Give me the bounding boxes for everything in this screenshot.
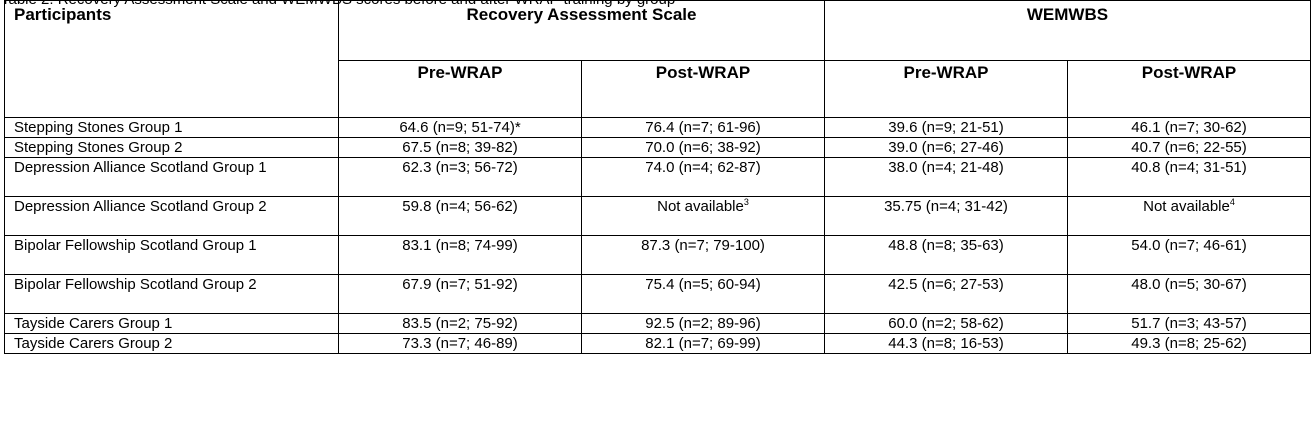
wemwbs-pre-cell: 60.0 (n=2; 58-62) — [824, 313, 1068, 334]
ras-post-cell: 82.1 (n=7; 69-99) — [581, 333, 825, 354]
header-row-groups: Participants Recovery Assessment Scale W… — [4, 0, 1311, 118]
wemwbs-post-cell: 49.3 (n=8; 25-62) — [1067, 333, 1311, 354]
ras-post-cell: 75.4 (n=5; 60-94) — [581, 274, 825, 314]
wemwbs-post-header: Post-WRAP — [1067, 60, 1311, 118]
wemwbs-post-cell: 48.0 (n=5; 30-67) — [1067, 274, 1311, 314]
wemwbs-pre-cell: 39.6 (n=9; 21-51) — [824, 117, 1068, 138]
wemwbs-pre-cell: 35.75 (n=4; 31-42) — [824, 196, 1068, 236]
ras-pre-cell: 67.5 (n=8; 39-82) — [338, 137, 582, 158]
wemwbs-pre-cell: 44.3 (n=8; 16-53) — [824, 333, 1068, 354]
ras-post-cell: Not available3 — [581, 196, 825, 236]
table-row: Bipolar Fellowship Scotland Group 2 67.9… — [4, 274, 1311, 314]
wemwbs-pre-cell: 39.0 (n=6; 27-46) — [824, 137, 1068, 158]
ras-pre-cell: 67.9 (n=7; 51-92) — [338, 274, 582, 314]
wemwbs-header: WEMWBS — [824, 0, 1311, 61]
ras-post-cell: 87.3 (n=7; 79-100) — [581, 235, 825, 275]
table-row: Depression Alliance Scotland Group 2 59.… — [4, 196, 1311, 236]
ras-pre-cell: 59.8 (n=4; 56-62) — [338, 196, 582, 236]
results-table: Participants Recovery Assessment Scale W… — [4, 0, 1311, 354]
footnote-marker: 3 — [743, 197, 749, 207]
not-available-text: Not available — [1143, 198, 1230, 215]
table-row: Stepping Stones Group 1 64.6 (n=9; 51-74… — [4, 117, 1311, 138]
wemwbs-post-cell: 40.7 (n=6; 22-55) — [1067, 137, 1311, 158]
header-row-timepoints: Pre-WRAP Post-WRAP Pre-WRAP Post-WRAP — [5, 60, 1311, 118]
participant-cell: Stepping Stones Group 1 — [4, 117, 339, 138]
ras-pre-cell: 83.5 (n=2; 75-92) — [338, 313, 582, 334]
wemwbs-post-cell: 51.7 (n=3; 43-57) — [1067, 313, 1311, 334]
ras-post-header: Post-WRAP — [581, 60, 825, 118]
participant-cell: Bipolar Fellowship Scotland Group 1 — [4, 235, 339, 275]
ras-pre-cell: 83.1 (n=8; 74-99) — [338, 235, 582, 275]
ras-post-cell: 70.0 (n=6; 38-92) — [581, 137, 825, 158]
table-row: Depression Alliance Scotland Group 1 62.… — [4, 157, 1311, 197]
ras-pre-cell: 64.6 (n=9; 51-74)* — [338, 117, 582, 138]
participant-cell: Depression Alliance Scotland Group 2 — [4, 196, 339, 236]
table-row: Tayside Carers Group 1 83.5 (n=2; 75-92)… — [4, 313, 1311, 334]
participant-cell: Tayside Carers Group 2 — [4, 333, 339, 354]
ras-post-cell: 74.0 (n=4; 62-87) — [581, 157, 825, 197]
ras-post-cell: 76.4 (n=7; 61-96) — [581, 117, 825, 138]
participant-cell: Bipolar Fellowship Scotland Group 2 — [4, 274, 339, 314]
participant-cell: Tayside Carers Group 1 — [4, 313, 339, 334]
table-row: Stepping Stones Group 2 67.5 (n=8; 39-82… — [4, 137, 1311, 158]
table-row: Tayside Carers Group 2 73.3 (n=7; 46-89)… — [4, 333, 1311, 354]
wemwbs-post-cell: Not available4 — [1067, 196, 1311, 236]
wemwbs-post-cell: 40.8 (n=4; 31-51) — [1067, 157, 1311, 197]
wemwbs-post-cell: 46.1 (n=7; 30-62) — [1067, 117, 1311, 138]
ras-pre-header: Pre-WRAP — [338, 60, 582, 118]
wemwbs-post-cell: 54.0 (n=7; 46-61) — [1067, 235, 1311, 275]
wemwbs-pre-cell: 42.5 (n=6; 27-53) — [824, 274, 1068, 314]
participant-cell: Stepping Stones Group 2 — [4, 137, 339, 158]
participant-cell: Depression Alliance Scotland Group 1 — [4, 157, 339, 197]
ras-post-cell: 92.5 (n=2; 89-96) — [581, 313, 825, 334]
ras-pre-cell: 73.3 (n=7; 46-89) — [338, 333, 582, 354]
wemwbs-pre-cell: 38.0 (n=4; 21-48) — [824, 157, 1068, 197]
ras-header: Recovery Assessment Scale — [338, 0, 825, 61]
ras-pre-cell: 62.3 (n=3; 56-72) — [338, 157, 582, 197]
wemwbs-pre-cell: 48.8 (n=8; 35-63) — [824, 235, 1068, 275]
table-row: Bipolar Fellowship Scotland Group 1 83.1… — [4, 235, 1311, 275]
footnote-marker: 4 — [1229, 197, 1235, 207]
participants-header: Participants — [4, 0, 339, 118]
wemwbs-pre-header: Pre-WRAP — [824, 60, 1068, 118]
not-available-text: Not available — [657, 198, 744, 215]
